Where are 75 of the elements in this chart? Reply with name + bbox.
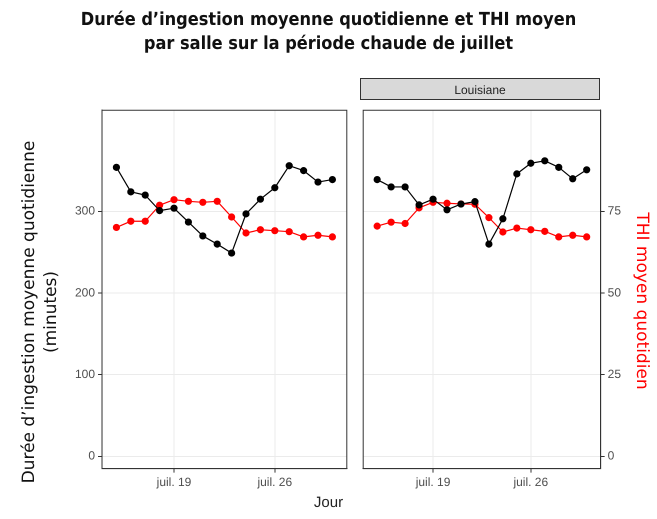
point [228, 213, 236, 221]
point [541, 228, 548, 235]
point [527, 160, 534, 167]
point [256, 226, 264, 234]
point [170, 196, 178, 204]
point [256, 196, 264, 203]
y-tick-label: 200 [74, 285, 96, 300]
point [374, 222, 381, 230]
point [214, 240, 221, 248]
point [214, 198, 221, 205]
point [328, 233, 336, 241]
point [112, 164, 120, 171]
y-tick-label: 100 [74, 367, 96, 382]
point [527, 226, 534, 234]
x-tick-label: juil. 19 [414, 475, 451, 490]
point [499, 228, 506, 236]
point [170, 204, 178, 212]
point [328, 176, 336, 184]
y2-axis-title: THI moyen quotidien [631, 211, 653, 392]
point [429, 196, 437, 203]
point [485, 214, 493, 222]
point [300, 233, 308, 241]
point [314, 178, 322, 186]
point [402, 220, 409, 228]
point [156, 207, 164, 214]
point [300, 167, 308, 174]
y2-tick-label: 50 [608, 285, 622, 300]
chart-title: Louisiane [360, 78, 600, 100]
point [271, 184, 278, 192]
point [127, 188, 134, 196]
point [555, 164, 562, 171]
point [242, 229, 250, 237]
point [569, 232, 576, 239]
x-axis-title: Jour [312, 494, 344, 511]
point [583, 166, 590, 174]
chart-title: Durée d’ingestion moyenne quotidienne et THI moyen par salle sur la période chaude de juillet [80, 8, 578, 56]
point [127, 218, 134, 225]
point [184, 198, 192, 205]
y-tick-label: 300 [74, 204, 96, 218]
point [513, 224, 520, 232]
point [112, 224, 120, 232]
point [443, 200, 451, 207]
y2-tick-label: 75 [608, 204, 622, 218]
point [314, 232, 322, 239]
point [286, 228, 293, 236]
y-tick-label: 0 [88, 448, 96, 463]
x-tick-label: juil. 26 [512, 475, 548, 490]
point [142, 218, 149, 225]
point [228, 249, 236, 257]
point [199, 198, 206, 206]
x-tick-label: juil. 19 [156, 475, 192, 490]
point [242, 210, 250, 218]
point [199, 232, 206, 240]
x-tick-label: juil. 26 [256, 475, 292, 490]
point [471, 198, 479, 206]
point [569, 175, 576, 182]
point [374, 176, 381, 184]
point [388, 183, 395, 191]
point [485, 240, 493, 248]
point [555, 233, 562, 241]
point [402, 183, 409, 191]
point [286, 162, 293, 170]
point [583, 233, 590, 241]
point [499, 215, 506, 222]
point [142, 192, 149, 199]
point [184, 218, 192, 226]
y2-tick-label: 0 [608, 448, 615, 463]
point [388, 218, 395, 226]
point [541, 157, 548, 164]
point [443, 206, 451, 214]
point [271, 227, 278, 234]
point [415, 201, 423, 209]
y-axis-title: Durée d’ingestion moyenne quotidienne (minutes) [18, 140, 62, 486]
y2-tick-label: 25 [608, 367, 622, 382]
point [513, 170, 520, 178]
